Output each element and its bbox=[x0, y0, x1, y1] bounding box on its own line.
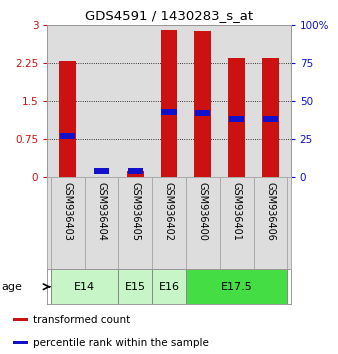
Bar bbox=[228, 58, 245, 177]
Bar bbox=[59, 61, 76, 177]
Bar bbox=[118, 269, 152, 304]
Bar bbox=[262, 58, 279, 177]
Bar bbox=[186, 269, 287, 304]
Text: GSM936405: GSM936405 bbox=[130, 182, 140, 241]
Bar bbox=[162, 109, 177, 115]
Bar bbox=[13, 318, 28, 321]
Text: E15: E15 bbox=[125, 282, 146, 292]
Text: percentile rank within the sample: percentile rank within the sample bbox=[33, 338, 209, 348]
Text: GSM936400: GSM936400 bbox=[198, 182, 208, 240]
Text: GSM936406: GSM936406 bbox=[265, 182, 275, 240]
Text: E16: E16 bbox=[159, 282, 179, 292]
Text: age: age bbox=[2, 282, 23, 292]
Bar bbox=[127, 171, 144, 177]
Bar bbox=[128, 168, 143, 174]
Text: GSM936404: GSM936404 bbox=[96, 182, 106, 240]
Text: GSM936401: GSM936401 bbox=[232, 182, 242, 240]
Title: GDS4591 / 1430283_s_at: GDS4591 / 1430283_s_at bbox=[85, 9, 253, 22]
Text: E17.5: E17.5 bbox=[221, 282, 252, 292]
Bar bbox=[161, 30, 177, 177]
Text: GSM936402: GSM936402 bbox=[164, 182, 174, 241]
Bar bbox=[229, 116, 244, 122]
Text: GSM936403: GSM936403 bbox=[63, 182, 73, 240]
Bar bbox=[194, 31, 211, 177]
Bar bbox=[152, 269, 186, 304]
Bar bbox=[60, 133, 75, 139]
Text: E14: E14 bbox=[74, 282, 95, 292]
Bar bbox=[195, 110, 210, 116]
Bar bbox=[51, 269, 118, 304]
Bar bbox=[94, 168, 109, 174]
Text: transformed count: transformed count bbox=[33, 315, 130, 325]
Bar bbox=[263, 116, 278, 122]
Bar bbox=[13, 341, 28, 344]
